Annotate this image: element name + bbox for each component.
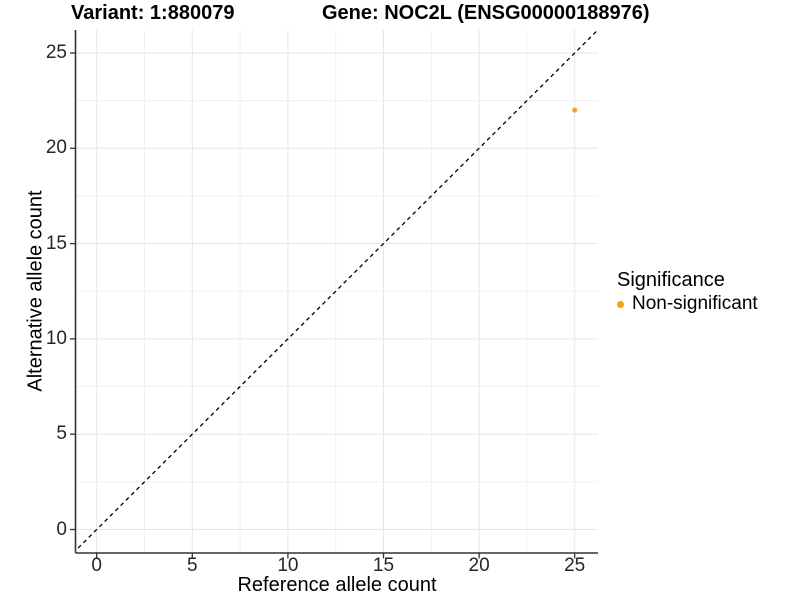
- plot-title-variant: Variant: 1:880079: [71, 2, 235, 24]
- identity-reference-line: [75, 30, 598, 552]
- x-tick-label: 20: [468, 555, 490, 576]
- legend: Significance Non-significant: [617, 269, 758, 315]
- x-axis-title: Reference allele count: [237, 574, 437, 596]
- y-tick-label: 10: [45, 327, 67, 349]
- y-tick-label: 25: [45, 42, 67, 63]
- legend-item-label: Non-significant: [632, 293, 758, 314]
- y-tick-label: 20: [45, 137, 67, 159]
- y-tick-label: 15: [45, 232, 67, 254]
- x-tick-label: 10: [277, 555, 299, 576]
- x-tick-label: 15: [372, 555, 395, 576]
- y-tick-label: 0: [56, 518, 67, 540]
- legend-title: Significance: [617, 269, 725, 291]
- legend-point-marker-icon: [617, 300, 624, 308]
- plot-title-gene: Gene: NOC2L (ENSG00000188976): [322, 2, 650, 24]
- x-tick-label: 0: [91, 555, 102, 576]
- legend-item-non-significant: Non-significant: [617, 293, 758, 315]
- plot-title: Variant: 1:880079 Gene: NOC2L (ENSG00000…: [0, 2, 800, 28]
- y-tick-label: 5: [56, 423, 67, 445]
- y-axis-title: Alternative allele count: [24, 190, 47, 392]
- x-tick-label: 25: [564, 555, 586, 576]
- x-tick-label: 5: [187, 555, 198, 576]
- data-point: [572, 107, 578, 113]
